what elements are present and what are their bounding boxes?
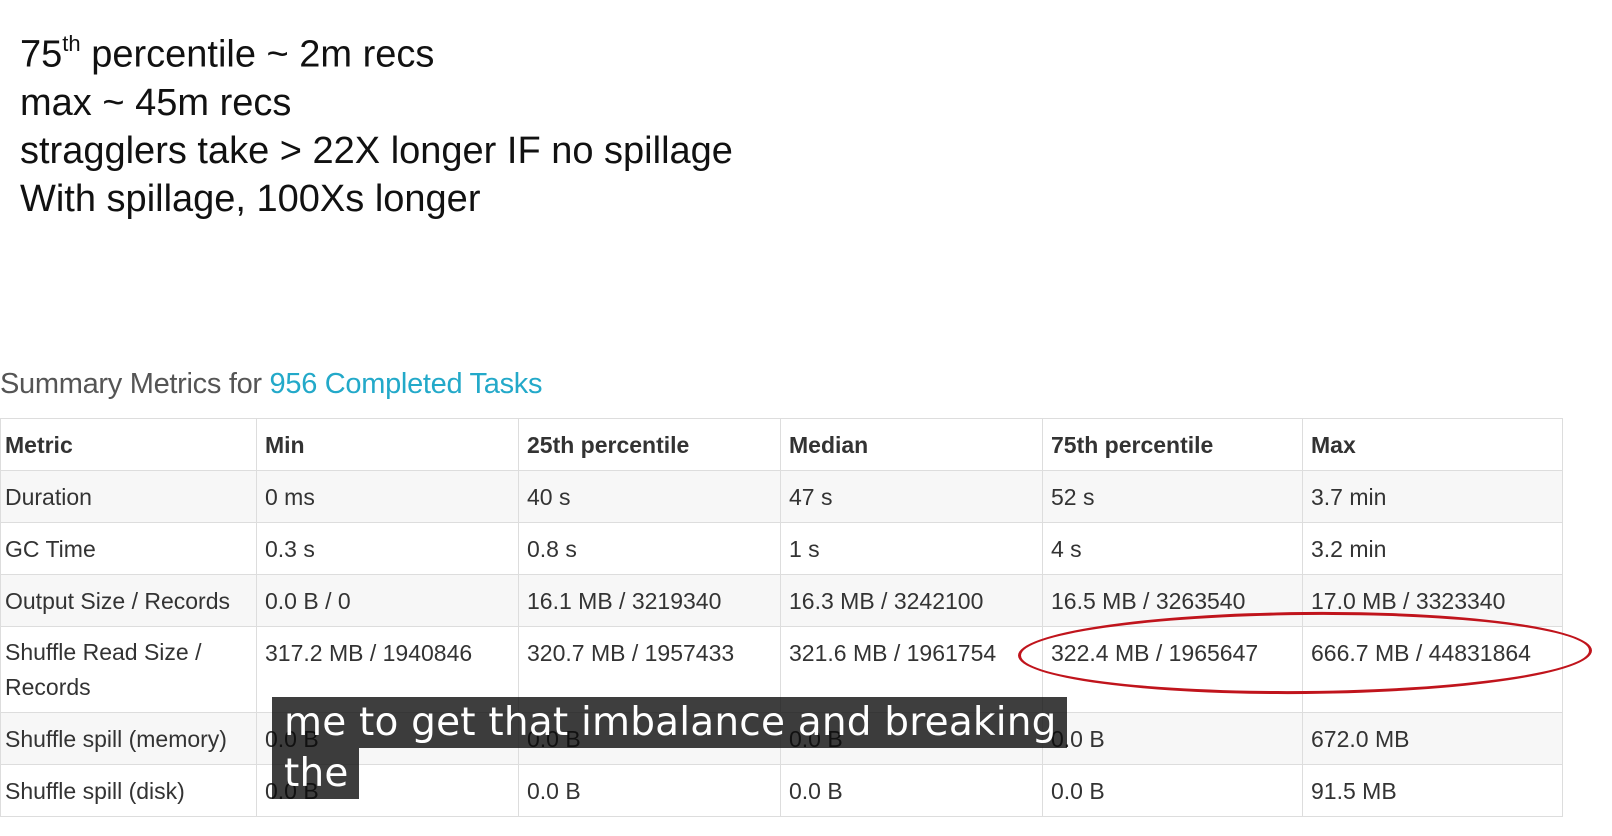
note-line: 75th percentile ~ 2m recs bbox=[20, 22, 733, 79]
table-cell: 672.0 MB bbox=[1302, 712, 1563, 765]
table-cell: 0.0 B bbox=[780, 764, 1043, 817]
caption-line: the bbox=[272, 748, 359, 799]
note-superscript: th bbox=[62, 31, 81, 56]
table-cell: 0.0 B bbox=[518, 764, 781, 817]
table-cell: 16.5 MB / 3263540 bbox=[1042, 574, 1303, 627]
table-row-output-size-records: Output Size / Records 0.0 B / 0 16.1 MB … bbox=[0, 574, 1563, 627]
table-row-shuffle-spill-memory: Shuffle spill (memory) 0.0 B 0.0 B 0.0 B… bbox=[0, 712, 1563, 765]
metric-name: Shuffle Read Size / Records bbox=[0, 626, 257, 713]
table-row-shuffle-spill-disk: Shuffle spill (disk) 0.0 B 0.0 B 0.0 B 0… bbox=[0, 764, 1563, 817]
metric-name: Output Size / Records bbox=[0, 574, 257, 627]
table-cell: 0.0 B bbox=[1042, 764, 1303, 817]
table-cell: 47 s bbox=[780, 470, 1043, 523]
video-caption: me to get that imbalance and breaking th… bbox=[272, 697, 1067, 799]
table-cell: 0.8 s bbox=[518, 522, 781, 575]
column-header-max[interactable]: Max bbox=[1302, 418, 1563, 471]
note-line: max ~ 45m recs bbox=[20, 81, 292, 124]
note-line: With spillage, 100Xs longer bbox=[20, 177, 481, 220]
table-header-row: Metric Min 25th percentile Median 75th p… bbox=[0, 418, 1563, 471]
table-cell: 1 s bbox=[780, 522, 1043, 575]
table-cell: 40 s bbox=[518, 470, 781, 523]
table-cell: 0.0 B bbox=[1042, 712, 1303, 765]
table-cell: 0.0 B / 0 bbox=[256, 574, 519, 627]
table-cell: 0.3 s bbox=[256, 522, 519, 575]
table-cell: 52 s bbox=[1042, 470, 1303, 523]
table-cell: 4 s bbox=[1042, 522, 1303, 575]
table-cell: 16.3 MB / 3242100 bbox=[780, 574, 1043, 627]
column-header-75th-percentile[interactable]: 75th percentile bbox=[1042, 418, 1303, 471]
table-cell: 0 ms bbox=[256, 470, 519, 523]
table-cell: 91.5 MB bbox=[1302, 764, 1563, 817]
column-header-25th-percentile[interactable]: 25th percentile bbox=[518, 418, 781, 471]
note-text: percentile ~ 2m recs bbox=[80, 33, 435, 76]
completed-tasks-link[interactable]: 956 Completed Tasks bbox=[269, 368, 543, 400]
caption-line: me to get that imbalance and breaking bbox=[272, 697, 1067, 748]
note-text: 75 bbox=[20, 33, 63, 76]
metric-name: GC Time bbox=[0, 522, 257, 575]
metric-name: Shuffle spill (memory) bbox=[0, 712, 257, 765]
table-row-shuffle-read-size-records: Shuffle Read Size / Records 317.2 MB / 1… bbox=[0, 626, 1563, 713]
slide-notes: 75th percentile ~ 2m recs max ~ 45m recs… bbox=[20, 22, 733, 223]
table-cell: 322.4 MB / 1965647 bbox=[1042, 626, 1303, 713]
column-header-median[interactable]: Median bbox=[780, 418, 1043, 471]
summary-metrics-heading: Summary Metrics for 956 Completed Tasks bbox=[0, 368, 542, 401]
table-cell: 3.2 min bbox=[1302, 522, 1563, 575]
table-cell: 666.7 MB / 44831864 bbox=[1302, 626, 1563, 713]
metric-name: Shuffle spill (disk) bbox=[0, 764, 257, 817]
table-cell: 3.7 min bbox=[1302, 470, 1563, 523]
column-header-metric[interactable]: Metric bbox=[0, 418, 257, 471]
column-header-min[interactable]: Min bbox=[256, 418, 519, 471]
summary-metrics-table: Metric Min 25th percentile Median 75th p… bbox=[0, 418, 1563, 817]
metric-name: Duration bbox=[0, 470, 257, 523]
table-cell: 17.0 MB / 3323340 bbox=[1302, 574, 1563, 627]
summary-heading-text: Summary Metrics for bbox=[0, 368, 270, 400]
table-row-duration: Duration 0 ms 40 s 47 s 52 s 3.7 min bbox=[0, 470, 1563, 523]
table-cell: 16.1 MB / 3219340 bbox=[518, 574, 781, 627]
table-row-gc-time: GC Time 0.3 s 0.8 s 1 s 4 s 3.2 min bbox=[0, 522, 1563, 575]
note-line: stragglers take > 22X longer IF no spill… bbox=[20, 129, 733, 172]
